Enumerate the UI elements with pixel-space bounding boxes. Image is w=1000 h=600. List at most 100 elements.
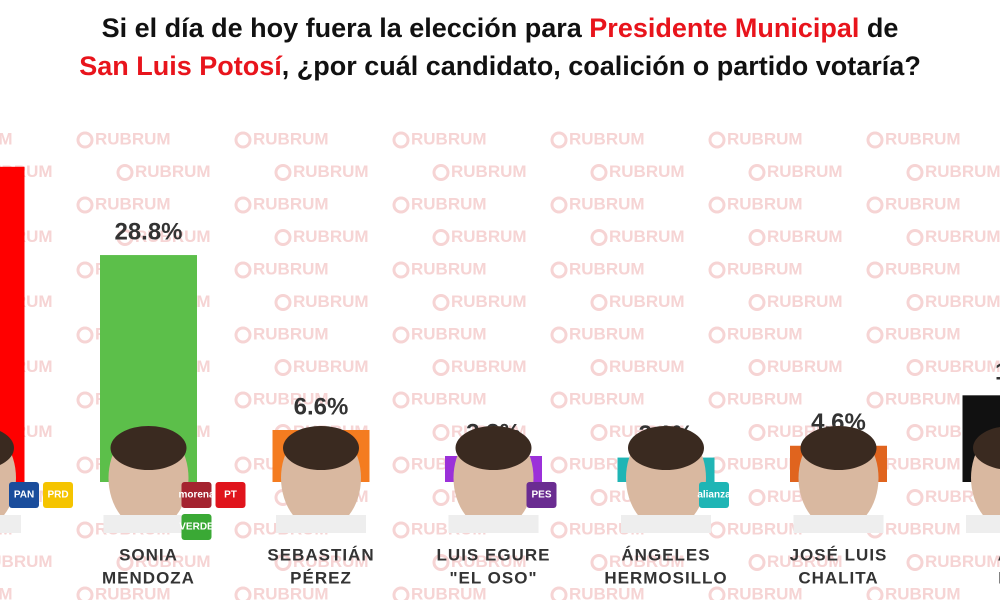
watermark-icon [76, 261, 94, 279]
watermark-icon [550, 456, 568, 474]
watermark: RUBRUM [727, 194, 803, 213]
watermark: RUBRUM [411, 324, 487, 343]
watermark: RUBRUM [885, 259, 961, 278]
watermark-icon [708, 326, 726, 344]
watermark-icon [76, 391, 94, 409]
watermark-icon [274, 164, 292, 181]
watermark: RUBRUM [451, 552, 527, 571]
candidate-hair [973, 426, 1000, 470]
watermark-icon [432, 554, 450, 571]
watermark-icon [274, 359, 292, 376]
watermark: RUBRUM [293, 357, 369, 376]
watermark-icon [866, 586, 884, 600]
party-logo [181, 514, 212, 540]
watermark-icon [866, 131, 884, 149]
watermark: RUBRUM [885, 324, 961, 343]
watermark-icon [708, 521, 726, 539]
watermark: RUBRUM [451, 162, 527, 181]
watermark: RUBRUM [135, 162, 211, 181]
party-logo [9, 482, 39, 508]
x-tick-label: PÉREZ [290, 568, 352, 587]
candidate-shirt [966, 515, 1000, 533]
watermark-icon [708, 261, 726, 279]
x-tick-label: JOSÉ LUIS [790, 545, 888, 564]
watermark-icon [116, 229, 134, 246]
candidate-hair [283, 426, 359, 470]
title-segment: San Luis Potosí [79, 51, 283, 81]
watermark-icon [866, 196, 884, 214]
watermark-icon [392, 261, 410, 279]
candidate-shirt [621, 515, 711, 533]
watermark-icon [748, 164, 766, 181]
party-logo-label: alianza [697, 490, 731, 501]
candidate-hair [0, 430, 14, 466]
value-label: 6.6% [294, 393, 349, 420]
watermark-icon [234, 196, 252, 214]
watermark-icon [906, 359, 924, 376]
x-tick-label: CHALITA [798, 568, 878, 587]
watermark: RUBRUM [0, 584, 13, 600]
x-tick-label: DE [998, 568, 1000, 587]
watermark-icon [234, 131, 252, 149]
party-logo [526, 482, 557, 508]
watermark-icon [274, 229, 292, 246]
watermark: RUBRUM [925, 227, 1000, 246]
watermark: RUBRUM [293, 552, 369, 571]
watermark-icon [590, 424, 608, 441]
watermark: RUBRUM [253, 259, 329, 278]
watermark-icon [234, 261, 252, 279]
watermark: RUBRUM [569, 324, 645, 343]
watermark-icon [116, 164, 134, 181]
watermark: RUBRUM [727, 389, 803, 408]
party-logo-label: PES [531, 490, 551, 501]
title-segment: de [859, 13, 898, 43]
watermark: RUBRUM [885, 519, 961, 538]
candidate-shirt [103, 515, 194, 533]
watermark-icon [274, 554, 292, 571]
watermark: RUBRUM [293, 227, 369, 246]
title-segment: Si el día de hoy fuera la elección para [102, 13, 590, 43]
bar [0, 166, 25, 483]
watermark-icon [748, 554, 766, 571]
watermark: RUBRUM [451, 292, 527, 311]
watermark: RUBRUM [451, 227, 527, 246]
watermark: RUBRUM [135, 552, 211, 571]
x-tick-label: ÁNGELES [621, 545, 710, 564]
watermark: RUBRUM [727, 259, 803, 278]
watermark: RUBRUM [411, 389, 487, 408]
watermark: RUBRUM [569, 389, 645, 408]
watermark: RUBRUM [253, 389, 329, 408]
watermark-icon [748, 359, 766, 376]
watermark-icon [590, 164, 608, 181]
title-segment: Presidente Municipal [589, 13, 859, 43]
watermark: RUBRUM [95, 584, 171, 600]
candidate-shirt [276, 515, 366, 533]
value-label: 28.8% [114, 218, 182, 245]
watermark-icon [116, 554, 134, 571]
candidate-shirt [793, 515, 884, 533]
watermark: RUBRUM [925, 162, 1000, 181]
watermark-icon [76, 521, 94, 539]
watermark-icon [866, 326, 884, 344]
watermark: RUBRUM [253, 129, 329, 148]
candidate-shirt [0, 515, 21, 533]
watermark: RUBRUM [293, 162, 369, 181]
watermark-icon [76, 196, 94, 214]
watermark: RUBRUM [569, 194, 645, 213]
watermark-icon [590, 489, 608, 506]
watermark: RUBRUM [569, 129, 645, 148]
watermark-icon [392, 521, 410, 539]
watermark-icon [708, 196, 726, 214]
watermark-icon [392, 131, 410, 149]
watermark: RUBRUM [885, 129, 961, 148]
party-logo [699, 482, 729, 508]
watermark: RUBRUM [253, 324, 329, 343]
watermark-icon [432, 424, 450, 441]
party-logo [215, 482, 246, 508]
watermark: RUBRUM [767, 357, 843, 376]
watermark-icon [550, 391, 568, 409]
watermark-icon [590, 229, 608, 246]
watermark: RUBRUM [925, 357, 1000, 376]
party-logo-label: PT [224, 490, 237, 501]
watermark: RUBRUM [767, 292, 843, 311]
